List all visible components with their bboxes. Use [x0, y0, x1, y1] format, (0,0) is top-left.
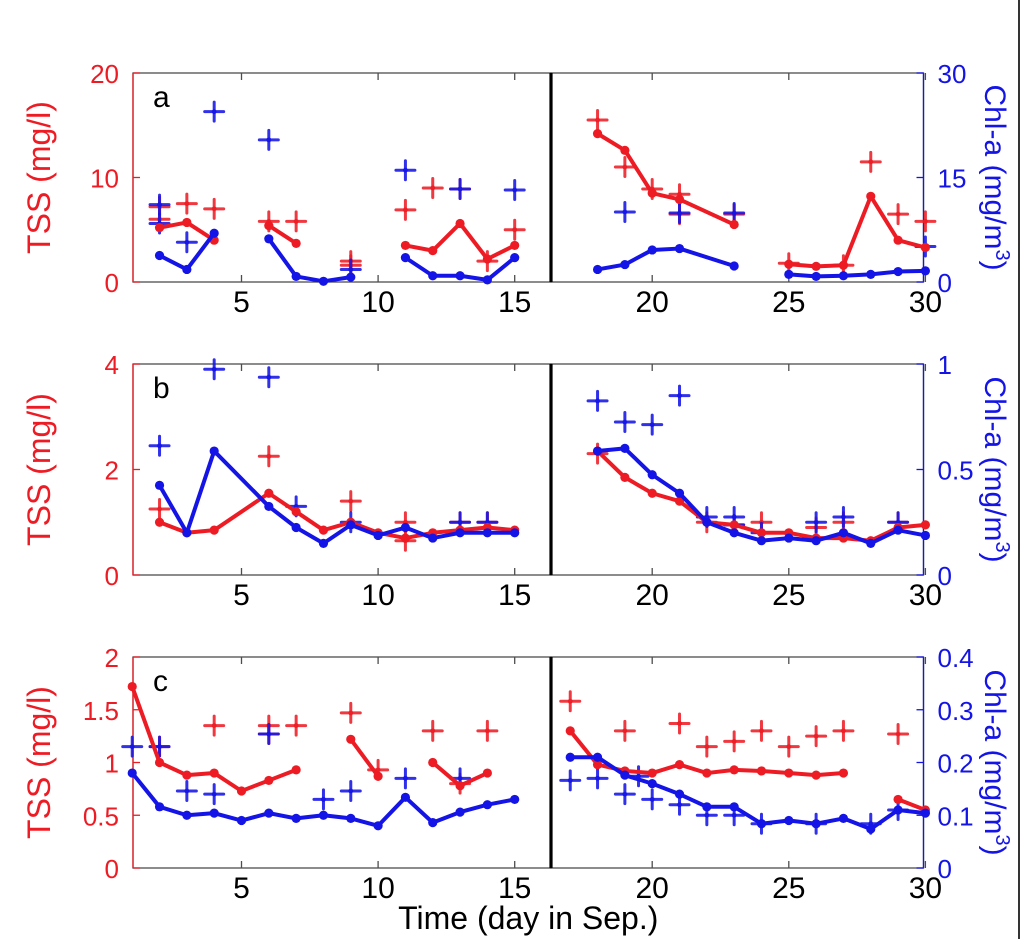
svg-text:0.1: 0.1: [938, 801, 974, 831]
svg-text:Chl-a (mg/m3): Chl-a (mg/m3): [978, 376, 1013, 562]
svg-text:15: 15: [498, 286, 531, 319]
svg-text:0: 0: [105, 561, 119, 591]
svg-text:2: 2: [105, 643, 119, 673]
svg-text:30: 30: [909, 872, 942, 905]
svg-text:0: 0: [105, 854, 119, 884]
svg-text:b: b: [153, 372, 170, 405]
svg-text:0.5: 0.5: [83, 801, 119, 831]
svg-text:0.3: 0.3: [938, 696, 974, 726]
svg-text:TSS (mg/l): TSS (mg/l): [21, 101, 57, 254]
svg-text:15: 15: [938, 164, 967, 194]
svg-text:10: 10: [361, 579, 394, 612]
svg-text:0.5: 0.5: [938, 456, 974, 486]
svg-text:30: 30: [938, 59, 967, 89]
svg-text:a: a: [153, 81, 170, 114]
svg-text:1: 1: [938, 350, 952, 380]
svg-text:5: 5: [233, 579, 250, 612]
svg-text:2: 2: [105, 456, 119, 486]
svg-text:20: 20: [636, 579, 669, 612]
svg-text:10: 10: [361, 286, 394, 319]
svg-text:20: 20: [636, 286, 669, 319]
svg-text:0: 0: [105, 268, 119, 298]
svg-text:10: 10: [90, 164, 119, 194]
svg-text:Time (day in Sep.): Time (day in Sep.): [398, 900, 658, 936]
svg-text:5: 5: [233, 872, 250, 905]
svg-text:1: 1: [105, 749, 119, 779]
svg-text:25: 25: [772, 579, 805, 612]
svg-text:Chl-a (mg/m3): Chl-a (mg/m3): [978, 84, 1013, 270]
svg-text:30: 30: [909, 579, 942, 612]
svg-text:TSS (mg/l): TSS (mg/l): [21, 393, 57, 546]
svg-text:1.5: 1.5: [83, 696, 119, 726]
svg-text:20: 20: [90, 59, 119, 89]
svg-text:TSS (mg/l): TSS (mg/l): [21, 686, 57, 839]
svg-text:30: 30: [909, 286, 942, 319]
svg-text:25: 25: [772, 286, 805, 319]
svg-text:10: 10: [361, 872, 394, 905]
svg-text:0.2: 0.2: [938, 749, 974, 779]
svg-text:Chl-a (mg/m3): Chl-a (mg/m3): [978, 669, 1013, 855]
svg-text:c: c: [153, 665, 168, 698]
svg-text:15: 15: [498, 579, 531, 612]
svg-text:25: 25: [772, 872, 805, 905]
svg-text:5: 5: [233, 286, 250, 319]
svg-text:0.4: 0.4: [938, 643, 974, 673]
svg-text:4: 4: [105, 350, 119, 380]
